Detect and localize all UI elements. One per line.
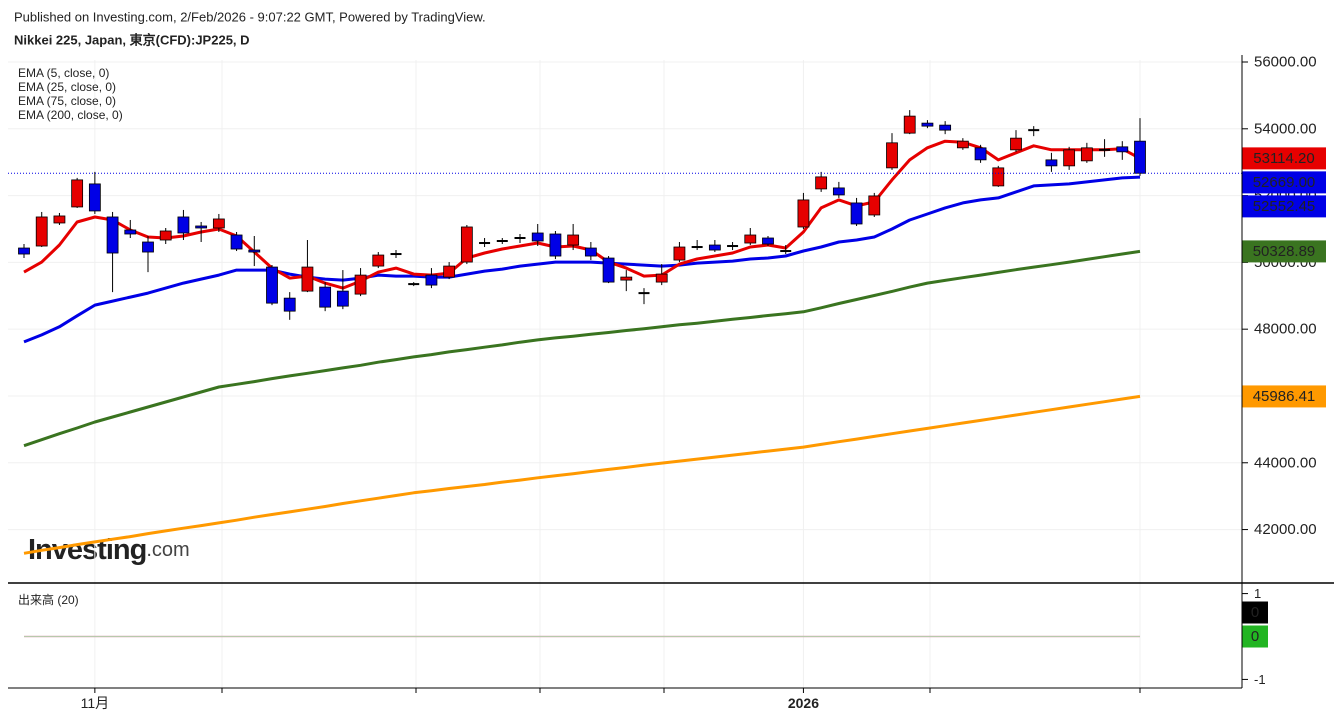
candle-body — [460, 226, 473, 263]
volume-average-box — [1242, 625, 1268, 648]
y-tick-label: 56000.00 — [1254, 54, 1317, 71]
candle-body — [336, 290, 349, 307]
legend-entry: EMA (5, close, 0) — [18, 66, 109, 80]
candle-body — [1080, 147, 1093, 162]
candle-body — [142, 241, 154, 253]
candle-body — [886, 142, 898, 169]
price-label: 50328.89 — [1253, 243, 1316, 260]
x-grid — [221, 60, 1141, 688]
candle-body — [1010, 137, 1022, 151]
legend-entry: EMA (75, close, 0) — [18, 94, 116, 108]
legend-entry: EMA (200, close, 0) — [18, 108, 123, 122]
candle-body — [266, 266, 278, 304]
ema-line — [23, 394, 1141, 555]
price-label: 53114.20 — [1253, 150, 1314, 167]
candle-body — [921, 122, 934, 127]
candle-body — [708, 244, 721, 251]
candle-body — [71, 179, 84, 208]
candle-body — [212, 218, 225, 229]
candle-body — [868, 195, 881, 216]
volume-value-label: 0 — [1251, 604, 1259, 621]
candle-body — [354, 274, 367, 295]
candle-body — [35, 216, 48, 247]
y-tick-label: 42000.00 — [1254, 521, 1317, 538]
price-label: 45986.41 — [1253, 388, 1316, 405]
candle-body — [974, 147, 987, 161]
candle-body — [939, 124, 952, 131]
price-label-box — [1242, 195, 1326, 218]
ema-line — [23, 249, 1141, 448]
candle-body — [319, 286, 332, 308]
candle-body — [1134, 140, 1146, 174]
candle-body — [88, 183, 101, 212]
candle-body — [283, 297, 296, 312]
candle-body — [1045, 159, 1058, 167]
candle-body — [443, 265, 456, 278]
candle-body — [567, 234, 580, 246]
candle-body — [301, 266, 314, 292]
candle-body — [425, 274, 438, 286]
candle-body — [655, 273, 668, 283]
candle-body — [53, 215, 66, 224]
candle-body — [248, 249, 261, 253]
candle-body — [744, 234, 757, 244]
candle-body — [18, 247, 30, 255]
candle-body — [850, 202, 863, 225]
candle-body — [673, 246, 686, 261]
candle-body — [177, 216, 190, 234]
candle-body — [815, 176, 828, 190]
price-label: 52669.00 — [1253, 174, 1316, 191]
price-label-box — [1242, 385, 1326, 408]
candle-body — [832, 187, 845, 196]
candle-body — [124, 229, 137, 235]
candle-body — [372, 254, 385, 267]
x-tick-label: 11月 — [81, 695, 110, 711]
volume-box — [1242, 601, 1268, 624]
candle-body — [106, 216, 119, 254]
ema-line — [23, 175, 1141, 344]
candle-body — [797, 199, 810, 228]
candle-body — [584, 247, 597, 257]
candle-body — [195, 225, 208, 229]
chart-title: Nikkei 225, Japan, 東京(CFD):JP225, D — [14, 33, 250, 48]
candle-body — [531, 232, 544, 242]
logo-suffix: .com — [146, 539, 189, 561]
candle-body — [159, 230, 172, 241]
candle-body — [956, 140, 969, 149]
x-ticks — [221, 688, 1141, 693]
y-tick-label: 48000.00 — [1254, 321, 1317, 338]
price-label: 52552.45 — [1253, 198, 1316, 215]
header: Published on Investing.com, 2/Feb/2026 -… — [14, 10, 486, 25]
candle-body — [230, 234, 243, 250]
ema-line — [23, 139, 1141, 290]
y-tick-label: -1 — [1254, 672, 1266, 687]
candle-body — [903, 115, 916, 134]
legend-entry: EMA (25, close, 0) — [18, 80, 116, 94]
y-tick-label: 44000.00 — [1254, 454, 1317, 471]
candle-body — [762, 237, 774, 245]
price-label-box — [1242, 171, 1326, 194]
price-label-box — [1242, 240, 1326, 263]
candle-body — [1116, 146, 1129, 153]
price-label-box — [1242, 147, 1326, 170]
x-tick-label: 2026 — [788, 695, 819, 711]
y-tick-label: 54000.00 — [1254, 120, 1317, 137]
candle-body — [549, 233, 562, 257]
candle-body — [620, 276, 633, 281]
candle-body — [992, 167, 1005, 187]
candle-body — [1063, 149, 1076, 167]
y-tick-label: 1 — [1254, 586, 1261, 601]
candle-body — [602, 257, 615, 283]
volume-average-label: 0 — [1251, 628, 1259, 645]
volume-label: 出来高 (20) — [18, 592, 79, 607]
